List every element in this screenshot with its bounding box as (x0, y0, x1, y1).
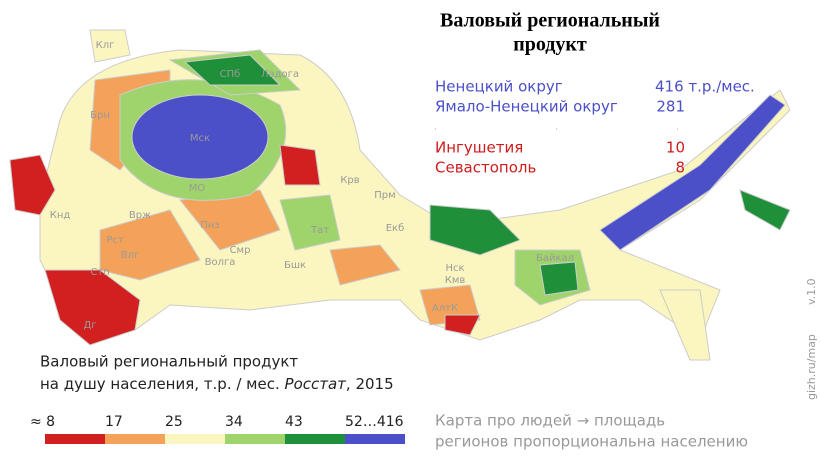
site: gizh.ru/map (805, 334, 818, 400)
caption-part: , 2015 (346, 375, 394, 393)
note: Карта про людей → площадь (435, 412, 665, 430)
legend-swatch (285, 434, 345, 444)
highlight-name: Севастополь (435, 159, 536, 177)
title-line: Валовый региональный (440, 10, 660, 32)
map-label: Брн (90, 110, 110, 121)
legend-label: 25 (165, 414, 183, 430)
highlight-value: 281 (656, 98, 685, 116)
map-label: Нск (445, 263, 464, 274)
legend-label: ≈ 8 (30, 414, 55, 430)
map-label: Дг (83, 320, 96, 331)
highlight-value: 8 (675, 159, 685, 177)
legend-swatch (165, 434, 225, 444)
map-label: Ладога (261, 69, 299, 80)
map-label: Крв (340, 175, 359, 186)
legend-swatch (345, 434, 405, 444)
map-labels: Клг СПб Ладога Мск МО Брн Кнд Врж Рст Влг Пнз СмрВо… (50, 40, 574, 331)
caption-part: Росстат (285, 375, 348, 393)
legend: ≈ 8 17 25 34 43 52…416 (30, 414, 405, 444)
map-label: Бшк (284, 260, 306, 271)
map-label: Прм (374, 190, 395, 201)
map-label: Врж (129, 210, 151, 221)
highlight-name: Ямало-Ненецкий округ (435, 98, 618, 116)
map-label: МО (189, 183, 206, 194)
map-label: СПб (220, 69, 241, 80)
map-label: Смр (230, 245, 251, 256)
highlight-value: 10 (666, 139, 685, 157)
map-label: Влг (121, 250, 140, 261)
caption: Валовый региональный продукт (40, 353, 298, 371)
highlight-name: Ингушетия (435, 139, 523, 157)
highlight-name: Ненецкий округ (435, 78, 563, 96)
legend-swatch (105, 434, 165, 444)
version: v.1.0 (805, 278, 818, 305)
legend-label: 43 (285, 414, 303, 430)
map-label: Кмв (445, 275, 466, 286)
highlight-value: 416 т.р./мес. (655, 78, 755, 96)
map-label: Стп (90, 267, 109, 278)
map-label: Рст (106, 235, 124, 246)
legend-label: 34 (225, 414, 243, 430)
legend-label: 17 (105, 414, 123, 430)
caption-part: на душу населения, т.р. / мес. (40, 375, 280, 393)
map-label: Клг (96, 40, 115, 51)
title-line: продукт (513, 34, 587, 56)
caption: на душу населения, т.р. / мес. Росстат, … (40, 375, 394, 393)
legend-swatch (225, 434, 285, 444)
note: регионов пропорциональна населению (435, 433, 748, 451)
map-shapes (9, 29, 791, 361)
map-label: Кнд (50, 210, 71, 221)
map-label: Пнз (200, 220, 219, 231)
map-label: Тат (310, 225, 329, 236)
legend-swatch (45, 434, 105, 444)
map-label: АлтК (432, 303, 458, 314)
legend-label: 52…416 (345, 414, 404, 430)
map-label: Волга (205, 257, 236, 268)
map-label: Екб (386, 223, 405, 234)
map-label: Мск (190, 133, 210, 144)
highlights: Ненецкий округ 416 т.р./мес. Ямало-Ненецки… (435, 78, 755, 177)
map-label: Байкал (536, 253, 574, 264)
